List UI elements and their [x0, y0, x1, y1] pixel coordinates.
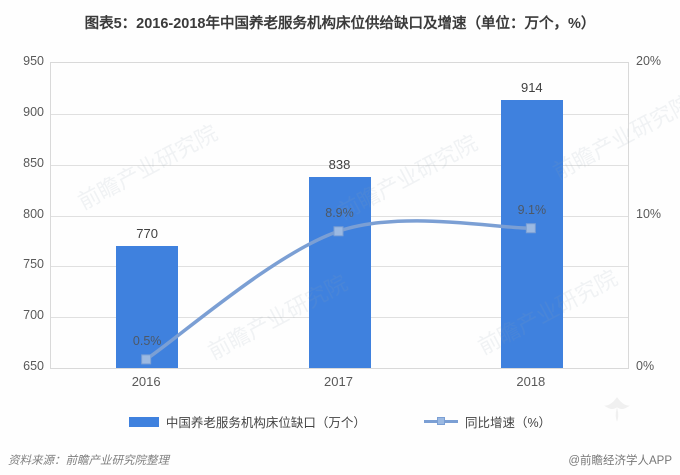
y-axis-tick-left: 700 — [23, 308, 44, 323]
trend-line-svg — [141, 219, 536, 365]
bar-value-label: 838 — [328, 156, 351, 172]
legend-item-line: 同比增速（%） — [423, 412, 552, 431]
y-axis-tick-right: 10% — [636, 206, 662, 221]
y-axis-tick-right: 0% — [636, 359, 655, 373]
source-note: 资料来源：前瞻产业研究院整理 — [8, 455, 169, 467]
line-point-label: 8.9% — [325, 206, 354, 221]
line-series-swatch — [423, 416, 458, 427]
y-axis-tick-left: 850 — [23, 155, 44, 170]
x-axis-label: 2016 — [131, 374, 161, 389]
y-axis-tick-left: 750 — [23, 257, 44, 272]
bar-2018 — [500, 99, 563, 368]
bar-value-label: 914 — [520, 79, 543, 95]
x-axis-label: 2018 — [516, 374, 546, 389]
line-point-label: 9.1% — [517, 203, 547, 218]
chart-title: 图表5：2016-2018年中国养老服务机构床位供给缺口及增速（单位：万个，%） — [84, 16, 596, 32]
y-axis-tick-left: 950 — [23, 54, 44, 68]
bar-2016 — [116, 246, 179, 368]
y-axis-tick-left: 900 — [23, 104, 44, 119]
credit-note: @前瞻经济学人APP — [568, 455, 672, 467]
y-axis-tick-left: 650 — [23, 359, 44, 373]
bar-value-label: 770 — [136, 226, 159, 241]
legend-item-bar: 中国养老服务机构床位缺口（万个） — [128, 412, 366, 431]
bar-2017 — [308, 176, 371, 368]
legend: 中国养老服务机构床位缺口（万个） 同比增速（%） — [0, 412, 680, 431]
legend-line-label: 同比增速（%） — [464, 416, 552, 430]
y-axis-tick-right: 20% — [636, 54, 662, 68]
gridline — [51, 113, 628, 115]
bar-series-swatch — [128, 416, 159, 427]
line-marker-2017 — [333, 226, 344, 237]
x-axis-label: 2017 — [324, 374, 353, 389]
plot-area: 770 838 914 0.5% 8.9% 9.1% — [50, 62, 629, 369]
line-marker-2018 — [525, 223, 536, 234]
line-point-label: 0.5% — [132, 334, 162, 349]
gridline — [51, 164, 628, 166]
legend-bar-label: 中国养老服务机构床位缺口（万个） — [165, 416, 366, 430]
y-axis-tick-left: 800 — [23, 206, 44, 221]
brand-logo-icon — [600, 392, 634, 431]
growth-rate-line — [144, 219, 533, 362]
line-marker-2016 — [141, 354, 152, 365]
